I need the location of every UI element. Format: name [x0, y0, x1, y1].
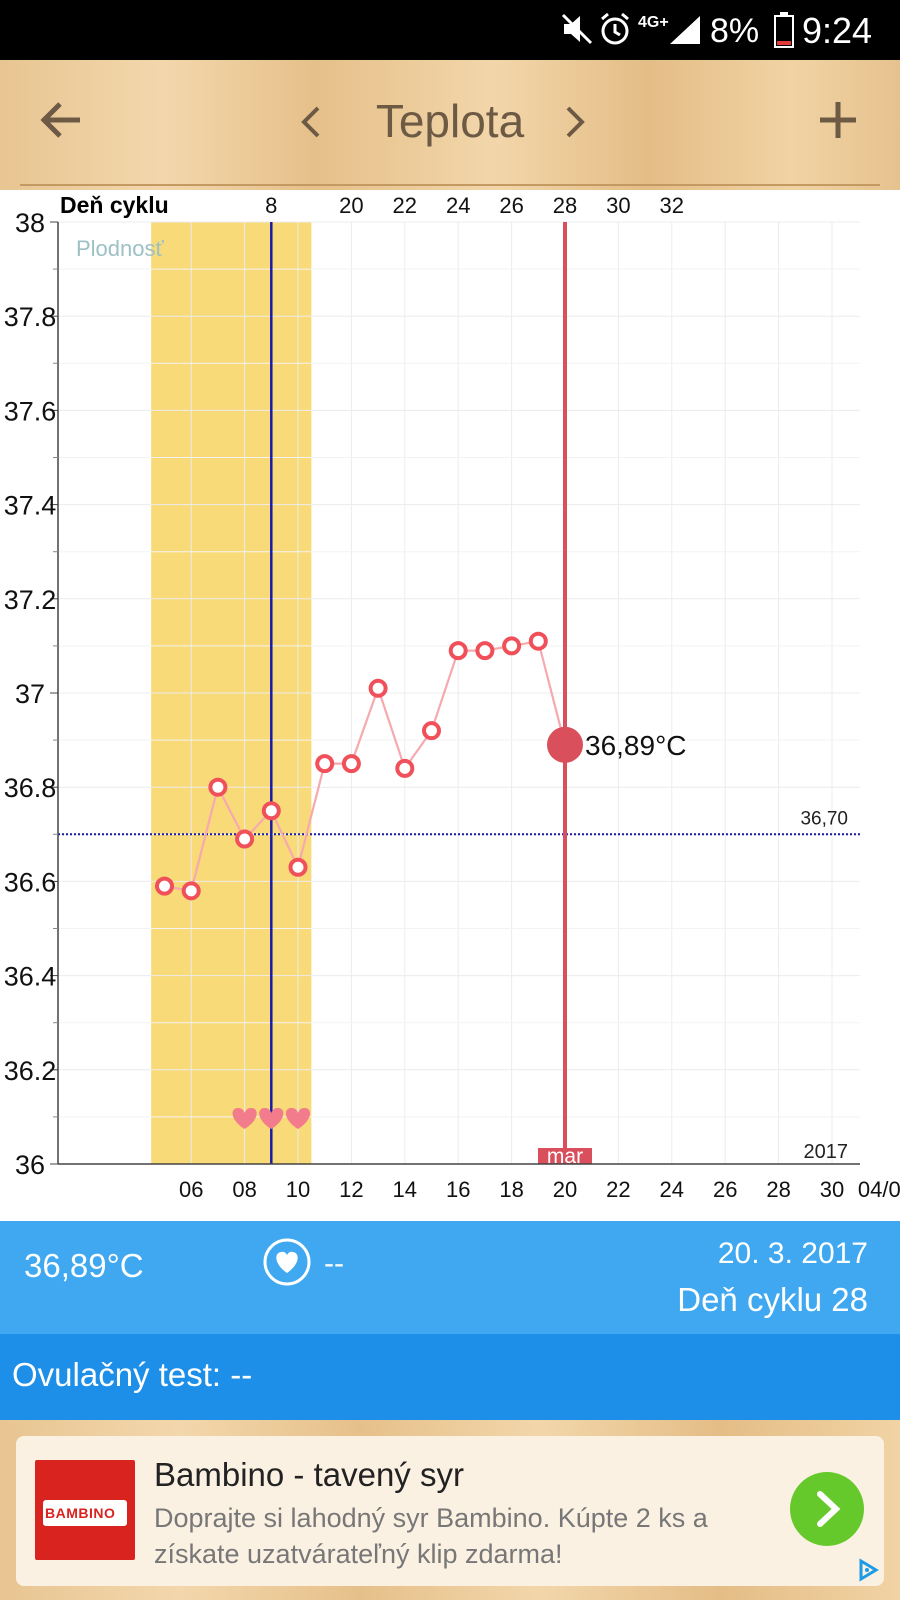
- y-tick-label: 37.2: [4, 585, 57, 615]
- cycle-day-tick-label: 24: [446, 193, 470, 218]
- cycle-day-tick-label: 28: [553, 193, 577, 218]
- ad-title: Bambino - tavený syr: [154, 1456, 464, 1493]
- temperature-point[interactable]: [422, 721, 441, 741]
- heart-icon: [259, 1107, 284, 1129]
- temperature-point[interactable]: [155, 876, 174, 896]
- ad-logo-band: [43, 1500, 127, 1526]
- x-tick-label: 20: [553, 1177, 577, 1202]
- temperature-point[interactable]: [315, 754, 335, 774]
- adchoices-icon[interactable]: [856, 1558, 880, 1587]
- ad-logo-text: BAMBINO: [45, 1505, 116, 1521]
- x-tick-label: 04/01: [858, 1177, 900, 1202]
- mute-icon: [560, 12, 594, 51]
- temperature-line: [164, 639, 567, 893]
- chart-background: [0, 190, 900, 1221]
- app-header: Teplota: [0, 60, 900, 190]
- cycle-day-tick-label: 20: [339, 193, 363, 218]
- y-tick-label: 36.2: [4, 1056, 57, 1086]
- x-tick-label: 16: [446, 1177, 470, 1202]
- temperature-point[interactable]: [368, 678, 388, 698]
- x-tick-label: 14: [393, 1177, 417, 1202]
- heart-icon: [232, 1107, 257, 1129]
- temperature-point[interactable]: [288, 857, 308, 877]
- heart-icon: [285, 1107, 311, 1129]
- y-tick-label: 36: [15, 1150, 45, 1180]
- y-tick-label: 38: [15, 208, 45, 238]
- chevron-right-icon: [817, 1491, 841, 1527]
- temperature-point[interactable]: [502, 636, 522, 656]
- clock: 9:24: [802, 10, 873, 51]
- selected-temperature-label: 36,89°C: [585, 730, 687, 761]
- x-tick-label: 10: [286, 1177, 310, 1202]
- temperature-value: 36,89°C: [24, 1247, 144, 1284]
- x-tick-label: 08: [232, 1177, 256, 1202]
- x-tick-label: 18: [499, 1177, 523, 1202]
- fertile-label: Plodnosť: [76, 236, 165, 261]
- temperature-chart[interactable]: Plodnosť 36,70 mar 36,89°C 2017 36 36.2 36…: [0, 190, 900, 1221]
- x-tick-label: 30: [820, 1177, 844, 1202]
- y-tick-label: 37.4: [4, 491, 57, 521]
- temperature-point[interactable]: [181, 881, 201, 901]
- ad-description: Doprajte si lahodný syr Bambino. Kúpte 2…: [154, 1503, 708, 1569]
- chevron-left-icon[interactable]: [298, 104, 324, 145]
- temperature-point[interactable]: [475, 641, 495, 661]
- month-marker: [538, 1148, 592, 1164]
- cycle-day-tick-label: 26: [499, 193, 523, 218]
- x-tick-label: 26: [713, 1177, 737, 1202]
- y-tick-label: 36.8: [4, 773, 57, 803]
- temperature-point[interactable]: [208, 777, 228, 797]
- battery-icon: [774, 12, 794, 53]
- signal-icon: [668, 14, 702, 51]
- chevron-right-icon[interactable]: [562, 104, 588, 145]
- y-tick-label: 36.6: [4, 867, 57, 897]
- year-label: 2017: [804, 1141, 849, 1163]
- ad-open-button[interactable]: [790, 1472, 864, 1546]
- x-tick-label: 28: [766, 1177, 790, 1202]
- cycle-day-label: Deň cyklu 28: [677, 1281, 868, 1318]
- coverline-label: 36,70: [800, 808, 848, 829]
- cycle-day-tick-label: 22: [393, 193, 417, 218]
- back-arrow-icon[interactable]: [40, 98, 84, 147]
- x-tick-label: 06: [179, 1177, 203, 1202]
- y-tick-label: 37: [15, 679, 45, 709]
- temperature-point[interactable]: [528, 631, 548, 651]
- x-tick-label: 22: [606, 1177, 630, 1202]
- y-tick-label: 36.4: [4, 962, 57, 992]
- day-info-panel[interactable]: 36,89°C -- 20. 3. 2017 Deň cyklu 28: [0, 1221, 900, 1334]
- cycle-day-tick-label: 8: [265, 193, 277, 218]
- date-label: 20. 3. 2017: [717, 1237, 868, 1270]
- page-title: Teplota: [375, 95, 525, 147]
- ovulation-test-panel[interactable]: Ovulačný test: --: [0, 1334, 900, 1420]
- temperature-point[interactable]: [261, 801, 281, 821]
- temperature-point[interactable]: [235, 829, 255, 849]
- y-tick-label: 37.8: [4, 302, 57, 332]
- ad-banner: BAMBINO Bambino - tavený syr Doprajte si…: [0, 1420, 900, 1600]
- heart-circle-icon[interactable]: [262, 1237, 312, 1292]
- cycle-day-axis-label: Deň cyklu: [60, 192, 169, 218]
- x-tick-label: 24: [660, 1177, 684, 1202]
- ovulation-test-label: Ovulačný test: --: [12, 1356, 253, 1393]
- temperature-point[interactable]: [448, 641, 468, 661]
- mood-value: --: [324, 1247, 344, 1280]
- ad-logo: BAMBINO: [35, 1460, 135, 1560]
- ad-card[interactable]: BAMBINO Bambino - tavený syr Doprajte si…: [16, 1436, 884, 1586]
- network-label: 4G+: [638, 14, 669, 31]
- temperature-point[interactable]: [341, 754, 361, 774]
- cycle-day-tick-label: 32: [660, 193, 684, 218]
- status-bar: 4G+ 8% 9:24: [0, 0, 900, 60]
- month-label: mar: [547, 1145, 583, 1168]
- x-tick-label: 12: [339, 1177, 363, 1202]
- add-icon[interactable]: [818, 100, 858, 145]
- selected-temperature-point[interactable]: [547, 726, 583, 763]
- header-divider: [20, 184, 880, 186]
- alarm-icon: [598, 11, 632, 52]
- battery-percent: 8%: [710, 12, 760, 50]
- temperature-point[interactable]: [395, 758, 415, 778]
- y-tick-label: 37.6: [4, 396, 57, 426]
- cycle-day-tick-label: 30: [606, 193, 630, 218]
